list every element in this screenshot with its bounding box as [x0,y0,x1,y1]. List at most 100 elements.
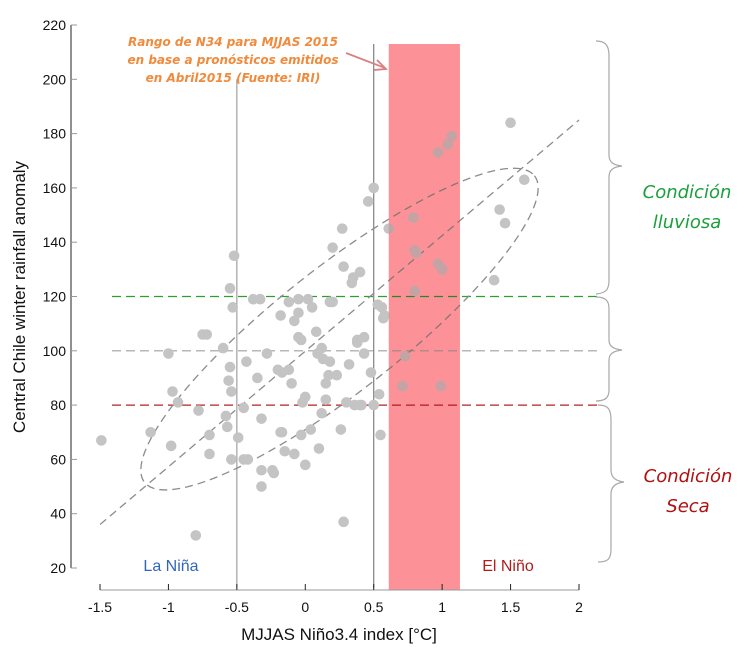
data-point [96,435,107,446]
data-point [220,410,232,422]
data-point [299,459,311,471]
data-point [201,329,213,340]
data-point [338,516,349,528]
data-point [275,310,286,321]
data-point [252,372,263,384]
data-point [306,302,318,313]
data-point [165,440,177,452]
data-point [320,378,332,389]
y-tick-label: 140 [43,234,67,250]
data-point [305,424,317,435]
data-point [276,426,288,438]
data-point [286,378,297,389]
data-point [354,266,366,278]
forecast-band-tint [388,44,460,590]
x-tick-label: 2 [575,599,583,615]
y-tick-label: 100 [43,343,67,359]
forecast-arrow [345,52,389,71]
y-tick-label: 180 [43,126,67,142]
brace-normal [595,296,623,402]
data-point [238,402,249,414]
data-point [232,432,244,443]
data-point [295,429,307,441]
data-point [299,391,311,403]
wet-condition-line-1: Condición [643,182,732,203]
data-point [163,348,174,359]
data-point [204,448,215,460]
data-point [499,217,511,229]
y-tick-label: 40 [50,506,66,522]
x-tick-label: -1 [162,599,175,615]
data-point [358,348,370,359]
data-point [256,413,267,424]
data-point [293,307,304,319]
regression-line [100,119,580,526]
y-tick-label: 80 [50,397,66,413]
data-point [341,397,352,408]
data-point [310,326,322,338]
data-point [172,397,184,408]
y-tick-label: 60 [50,451,66,467]
confidence-ellipse [140,167,539,491]
data-point [373,388,385,400]
el-nino-label: El Niño [482,558,534,575]
y-tick-label: 200 [43,71,67,87]
y-tick-label: 20 [50,560,66,576]
reference-lines-layer [112,44,598,588]
x-tick-label: 0.5 [364,599,384,615]
data-point [226,386,237,397]
la-nina-label: La Niña [143,558,198,575]
dry-condition-line-2: Seca [666,496,709,517]
forecast-note-line-3: en Abril2015 (Fuente: IRI) [146,71,321,85]
data-point [323,369,334,381]
data-point [488,274,500,286]
data-point [289,448,300,460]
x-tick-label: 1.5 [501,599,521,615]
y-tick-label: 160 [43,180,67,196]
forecast-band-overlay [388,44,460,590]
data-point [227,302,239,313]
data-point [336,223,348,234]
y-tick-label: 220 [43,17,67,33]
data-point [145,426,156,438]
wet-condition-line-2: lluviosa [653,212,721,233]
data-point [335,424,347,435]
data-point [320,394,332,405]
data-point [365,367,377,378]
x-tick-label: 0 [301,599,309,615]
data-point [358,331,370,343]
y-tick-label: 120 [43,289,67,305]
data-point [190,530,202,541]
brace-dry [597,404,625,563]
data-point [331,369,343,381]
data-point [283,364,295,376]
y-axis-title: Central Chile winter rainfall anomaly [10,160,29,433]
data-point [224,283,236,294]
data-point [279,445,291,457]
data-point [338,261,349,272]
data-point [302,293,314,305]
fit-layer [100,119,580,526]
data-point [256,481,267,492]
data-point [375,429,386,441]
data-point [261,348,273,359]
forecast-note-line-1: Rango de N34 para MJJAS 2015 [128,35,338,49]
data-point [228,250,240,262]
data-point [223,375,234,386]
data-point [356,399,367,411]
data-point [254,293,266,305]
data-point [256,464,267,476]
dry-condition-line-1: Condición [644,466,733,487]
x-tick-label: -0.5 [225,599,249,615]
data-point [368,182,380,194]
data-point [324,356,336,367]
x-tick-label: 1 [438,599,446,615]
data-point [343,359,355,370]
data-point [316,407,328,419]
data-point [217,342,229,354]
data-point [289,315,300,327]
data-point [316,342,328,354]
forecast-note-line-2: en base a pronósticos emitidos [127,53,338,67]
data-point [241,356,252,367]
